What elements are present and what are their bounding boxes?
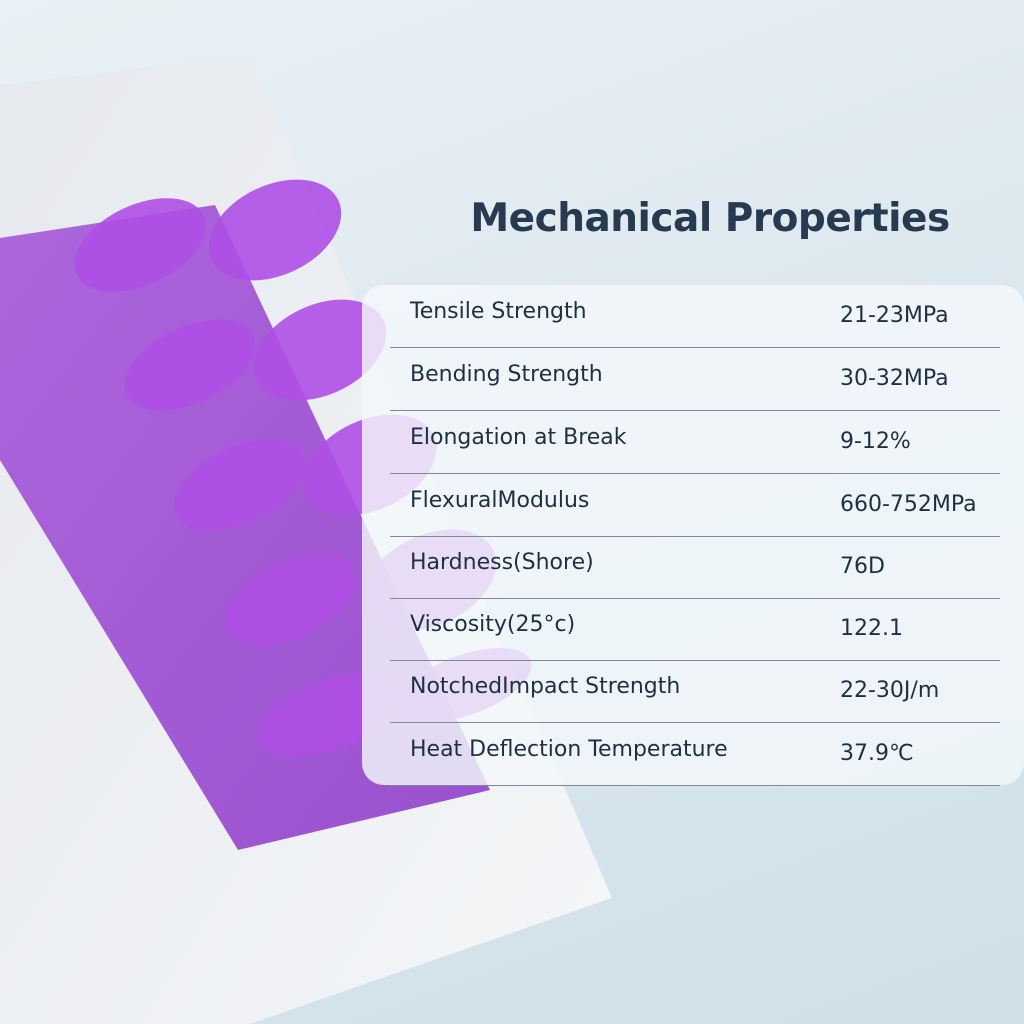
properties-table: Tensile Strength 21-23MPa Bending Strengt…: [362, 285, 1024, 786]
property-value: 122.1: [840, 616, 903, 641]
table-row: Bending Strength 30-32MPa: [390, 348, 1000, 411]
property-value: 22-30J/m: [840, 678, 940, 703]
property-label: FlexuralModulus: [410, 488, 590, 513]
table-row: Tensile Strength 21-23MPa: [390, 285, 1000, 348]
table-row: Elongation at Break 9-12%: [390, 411, 1000, 474]
property-value: 76D: [840, 554, 885, 579]
property-value: 660-752MPa: [840, 492, 977, 517]
property-label: Heat Deflection Temperature: [410, 737, 728, 762]
table-row: FlexuralModulus 660-752MPa: [390, 474, 1000, 537]
property-label: NotchedImpact Strength: [410, 674, 681, 699]
table-row: Hardness(Shore) 76D: [390, 536, 1000, 599]
property-value: 9-12%: [840, 429, 911, 454]
property-value: 30-32MPa: [840, 366, 949, 391]
table-row: Viscosity(25°c) 122.1: [390, 598, 1000, 661]
property-label: Viscosity(25°c): [410, 612, 576, 637]
property-label: Tensile Strength: [410, 299, 587, 324]
table-row: Heat Deflection Temperature 37.9℃: [390, 723, 1000, 786]
property-label: Bending Strength: [410, 362, 603, 387]
property-label: Elongation at Break: [410, 425, 627, 450]
table-row: NotchedImpact Strength 22-30J/m: [390, 660, 1000, 723]
page-title: Mechanical Properties: [470, 196, 950, 241]
property-value: 37.9℃: [840, 741, 914, 766]
property-value: 21-23MPa: [840, 303, 949, 328]
property-label: Hardness(Shore): [410, 550, 594, 575]
